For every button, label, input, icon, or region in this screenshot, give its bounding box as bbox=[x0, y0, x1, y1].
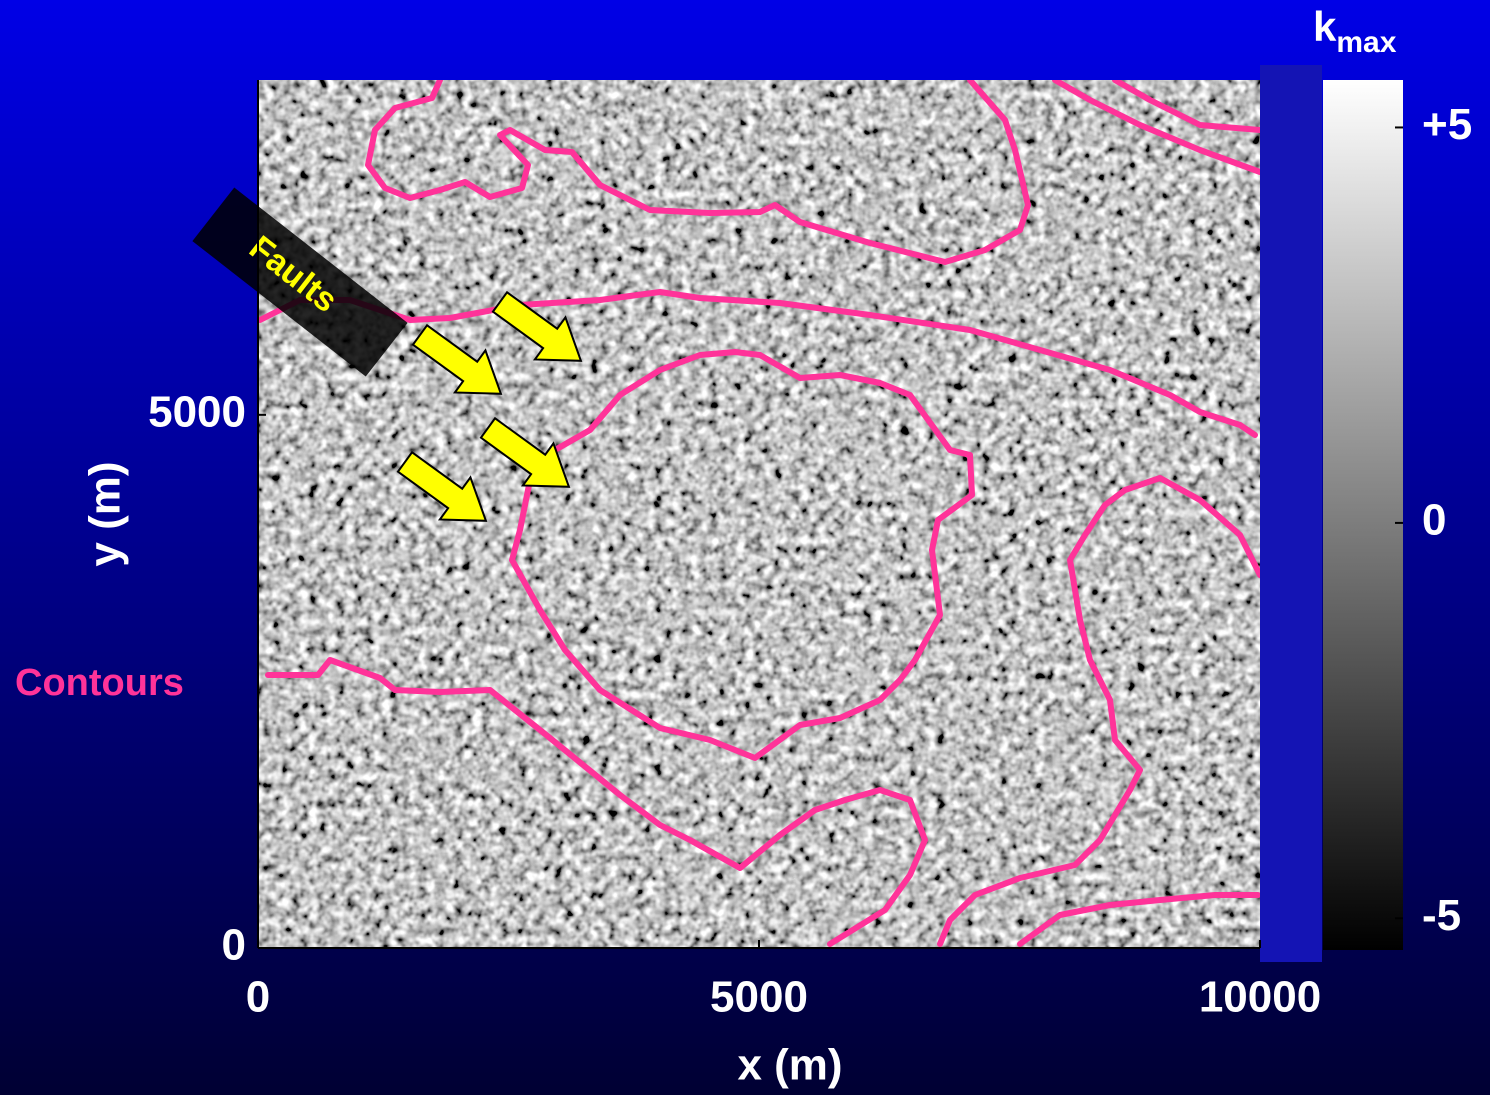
colorbar-tick-label: 0 bbox=[1422, 496, 1446, 545]
x-tick-label: 10000 bbox=[1199, 973, 1321, 1022]
colorbar bbox=[1323, 80, 1403, 950]
y-tick-label: 0 bbox=[222, 921, 246, 970]
x-tick-label: 5000 bbox=[710, 973, 808, 1022]
y-axis-label: y (m) bbox=[81, 461, 130, 566]
y-tick-label: 5000 bbox=[148, 387, 246, 436]
colorbar-frame bbox=[1260, 65, 1322, 962]
colorbar-tick-label: -5 bbox=[1422, 891, 1461, 940]
colorbar-tick-label: +5 bbox=[1422, 100, 1472, 149]
x-tick-label: 0 bbox=[246, 973, 270, 1022]
contours-label: Contours bbox=[15, 662, 184, 704]
x-axis-label: x (m) bbox=[737, 1041, 842, 1090]
chart: Faults Contours kmax x (m) y (m) 0500010… bbox=[0, 0, 1490, 1095]
